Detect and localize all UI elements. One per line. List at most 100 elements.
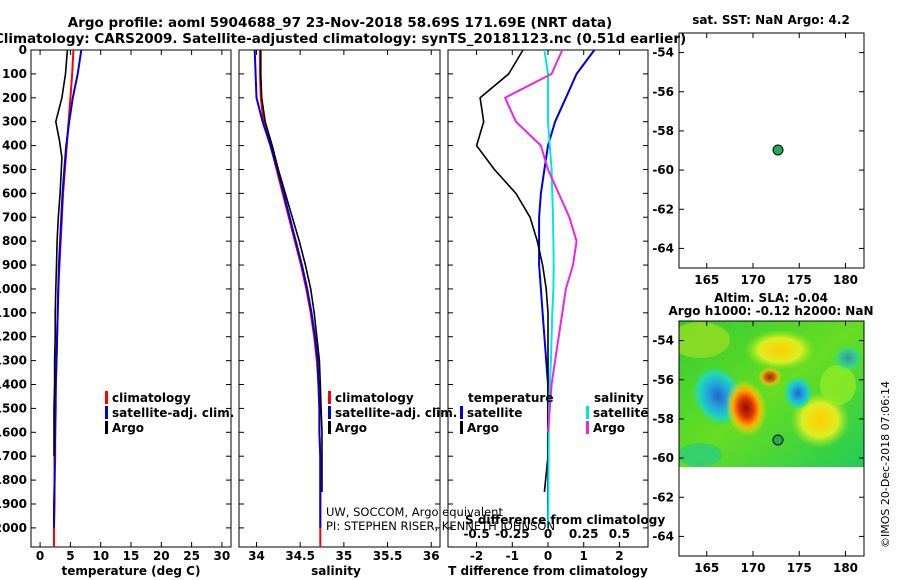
map-lon-label: 165 (694, 273, 719, 287)
x-tick-label: 1 (580, 549, 588, 563)
legend-label-sal-argo: Argo (593, 421, 625, 435)
depth-tick-label: 1000 (0, 282, 27, 296)
sst-map-title: sat. SST: NaN Argo: 4.2 (692, 13, 850, 27)
temperature-argo-line (53, 49, 69, 457)
map-lat-label: -60 (652, 163, 674, 177)
map-lat-label: -60 (652, 451, 674, 465)
depth-tick-label: 900 (2, 258, 27, 272)
map-lat-label: -54 (652, 46, 674, 60)
depth-tick-label: 1400 (0, 378, 27, 392)
difference-xlabel: T difference from climatology (448, 564, 648, 578)
map-lat-label: -58 (652, 124, 674, 138)
x-tick-label: -2 (470, 549, 483, 563)
x-tick-label: 30 (214, 549, 231, 563)
tdiff-argo-line (475, 49, 549, 493)
depth-tick-label: 600 (2, 186, 27, 200)
depth-tick-label: 500 (2, 162, 27, 176)
legend-label-climatology: climatology (335, 391, 414, 405)
sdiff-satellite-line (543, 49, 555, 528)
legend-label-satellite: satellite-adj. clim. (112, 406, 234, 420)
salinity-satellite-line (253, 49, 322, 528)
x-tick-label: 34 (248, 549, 265, 563)
legend-swatch-sal-argo (586, 421, 589, 434)
map-lat-label: -54 (652, 334, 674, 348)
depth-tick-label: 400 (2, 139, 27, 153)
sla-map-frame (678, 320, 865, 557)
legend-swatch-satellite (328, 406, 331, 419)
legend-swatch-climatology (105, 391, 108, 404)
temperature-legend: climatology satellite-adj. clim. Argo (105, 391, 234, 435)
legend-label-climatology: climatology (112, 391, 191, 405)
float-position-marker-sst (772, 144, 784, 156)
x-tick-label: 20 (153, 549, 170, 563)
sla-map-title-1: Altim. SLA: -0.04 (714, 291, 828, 305)
sst-map-frame (678, 32, 865, 269)
s-axis-tick-label: 0.5 (609, 527, 630, 541)
depth-tick-label: 1100 (0, 306, 27, 320)
legend-label-temp-argo: Argo (467, 421, 499, 435)
x-tick-label: 5 (66, 549, 74, 563)
depth-tick-label: 1200 (0, 330, 27, 344)
salinity-climatology-line (259, 50, 322, 547)
difference-legend: temperature salinity satellite Argo sate… (460, 391, 648, 435)
x-tick-label: 0 (544, 549, 552, 563)
salinity-legend: climatology satellite-adj. clim. Argo (328, 391, 457, 435)
s-axis-tick-label: 0.25 (569, 527, 599, 541)
salinity-argo-line (259, 50, 323, 492)
x-tick-label: 10 (92, 549, 109, 563)
legend-label-sal-satellite: satellite (593, 406, 648, 420)
depth-tick-label: 1700 (0, 449, 27, 463)
x-tick-label: 25 (183, 549, 200, 563)
s-difference-label: S difference from climatology (465, 513, 665, 527)
map-lat-label: -56 (652, 373, 674, 387)
figure-title-line1: Argo profile: aoml 5904688_97 23-Nov-201… (68, 15, 612, 31)
legend-label-satellite: satellite-adj. clim. (335, 406, 457, 420)
legend-swatch-climatology (328, 391, 331, 404)
depth-tick-label: 1600 (0, 425, 27, 439)
map-lat-label: -62 (652, 490, 674, 504)
sla-map-image (679, 321, 864, 467)
x-tick-label: -1 (506, 549, 519, 563)
depth-tick-label: 1500 (0, 401, 27, 415)
x-tick-label: 35 (336, 549, 353, 563)
s-axis-tick-label: 0 (544, 527, 552, 541)
depth-tick-label: 100 (2, 67, 27, 81)
legend-swatch-argo (105, 421, 108, 434)
map-lat-label: -56 (652, 85, 674, 99)
depth-tick-label: 300 (2, 115, 27, 129)
sdiff-argo-line (504, 49, 578, 433)
x-tick-label: 35.5 (373, 549, 403, 563)
sla-map-title-2: Argo h1000: -0.12 h2000: NaN (668, 304, 873, 318)
s-axis-tick-label: -0.5 (463, 527, 489, 541)
map-lon-label: 170 (740, 561, 765, 575)
depth-tick-label: 200 (2, 91, 27, 105)
depth-tick-label: 2000 (0, 521, 27, 535)
temperature-panel-frame (30, 49, 232, 548)
salinity-xlabel: salinity (311, 564, 361, 578)
x-tick-label: 34.5 (285, 549, 315, 563)
map-lon-label: 175 (787, 273, 812, 287)
map-lon-label: 175 (787, 561, 812, 575)
depth-tick-label: 1900 (0, 497, 27, 511)
credit-line-2: PI: STEPHEN RISER, KENNETH JOHNSON (326, 519, 555, 533)
x-tick-label: 15 (123, 549, 140, 563)
legend-label-argo: Argo (112, 421, 144, 435)
map-lat-label: -64 (652, 241, 674, 255)
map-lat-label: -64 (652, 529, 674, 543)
legend-label-argo: Argo (335, 421, 367, 435)
legend-swatch-sal-satellite (586, 406, 589, 419)
x-tick-label: 36 (423, 549, 440, 563)
legend-swatch-satellite (105, 406, 108, 419)
x-tick-label: 0 (36, 549, 44, 563)
depth-tick-label: 1300 (0, 354, 27, 368)
depth-tick-label: 1800 (0, 473, 27, 487)
x-tick-label: 2 (615, 549, 623, 563)
imos-watermark: ©IMOS 20-Dec-2018 07:06:14 (879, 381, 892, 548)
legend-label-temp-satellite: satellite (467, 406, 522, 420)
legend-swatch-argo (328, 421, 331, 434)
map-lon-label: 165 (694, 561, 719, 575)
depth-tick-label: 700 (2, 210, 27, 224)
s-axis-tick-label: -0.25 (495, 527, 530, 541)
depth-tick-label: 0 (19, 43, 27, 57)
